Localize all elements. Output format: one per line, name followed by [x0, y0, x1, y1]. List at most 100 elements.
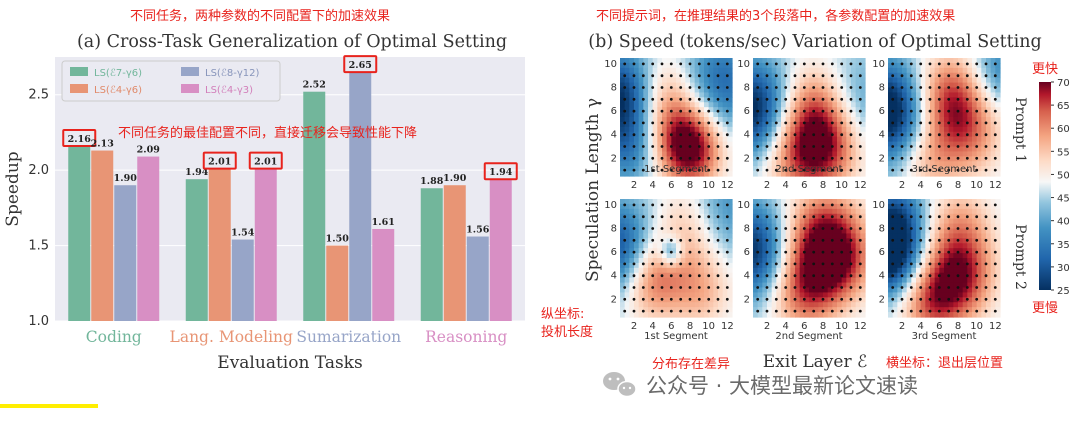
heatmap-cell: [718, 58, 724, 64]
heatmap-cell: [753, 248, 759, 254]
grid-dot: [840, 238, 844, 242]
grid-dot: [802, 74, 806, 78]
heatmap-cell: [827, 136, 833, 143]
grid-dot: [891, 286, 895, 289]
heatmap-cell: [990, 307, 996, 313]
grid-dot: [784, 74, 788, 78]
heatmap-cell: [813, 77, 819, 84]
heatmap-cell: [930, 233, 936, 239]
heatmap-cell: [638, 112, 644, 118]
heatmap-cell: [804, 146, 810, 153]
grid-dot: [956, 133, 960, 137]
heatmap-cell: [832, 307, 838, 313]
heatmap-cell: [934, 272, 940, 279]
heatmap-cell: [753, 141, 759, 148]
grid-dot: [660, 309, 664, 313]
heatmap-cell: [930, 218, 936, 225]
grid-dot: [632, 262, 636, 266]
heatmap-cell: [629, 208, 635, 215]
grid-dot: [641, 74, 645, 78]
heatmap-cell: [648, 199, 654, 205]
grid-dot: [812, 145, 816, 148]
heatmap-cell: [846, 248, 852, 254]
heatmap-cell: [620, 166, 626, 172]
heatmap-cell: [699, 117, 705, 123]
heatmap-cell: [671, 243, 677, 249]
heatmap-cell: [629, 243, 635, 249]
heatmap-cell: [671, 218, 677, 225]
heatmap-cell: [920, 151, 926, 157]
grid-dot: [641, 62, 645, 66]
heatmap-cell: [704, 121, 710, 128]
heatmap-cell: [948, 213, 954, 220]
heatmap-cell: [972, 287, 978, 294]
heatmap-cell: [638, 87, 644, 94]
heatmap-cell: [634, 121, 640, 128]
heatmap-cell: [967, 199, 973, 205]
grid-dot: [975, 86, 979, 89]
heatmap-cell: [897, 203, 903, 210]
heatmap-cell: [690, 62, 696, 69]
heatmap-cell: [851, 77, 857, 84]
heatmap-y-tick: 2: [744, 153, 750, 164]
heatmap-cell: [704, 223, 710, 230]
heatmap-cell: [972, 107, 978, 113]
heatmap-cell: [920, 307, 926, 313]
heatmap-cell: [804, 307, 810, 313]
heatmap-cell: [939, 102, 945, 108]
heatmap-cell: [860, 151, 866, 157]
heatmap-cell: [785, 97, 791, 103]
heatmap-cell: [676, 297, 682, 303]
heatmap-cell: [841, 213, 847, 220]
grid-dot: [975, 133, 979, 137]
grid-dot: [984, 203, 988, 207]
heatmap-cell: [851, 258, 857, 264]
heatmap-cell: [629, 156, 635, 162]
grid-dot: [679, 286, 683, 289]
heatmap-cell: [911, 307, 917, 313]
grid-dot: [697, 203, 701, 207]
heatmap-y-tick: 8: [744, 224, 750, 235]
heatmap-cell: [958, 233, 964, 239]
heatmap-cell: [694, 282, 700, 289]
heatmap-cell: [704, 253, 710, 259]
grid-dot: [891, 97, 895, 101]
heatmap-cell: [753, 126, 759, 133]
heatmap-cell: [860, 243, 866, 249]
heatmap-cell: [846, 72, 852, 79]
grid-dot: [725, 262, 729, 266]
heatmap-cell: [634, 238, 640, 244]
heatmap-cell: [776, 297, 782, 303]
heatmap-cell: [897, 218, 903, 225]
grid-dot: [840, 227, 844, 230]
grid-dot: [623, 168, 627, 172]
heatmap-cell: [860, 121, 866, 128]
heatmap-cell: [925, 102, 931, 108]
heatmap-cell: [851, 199, 857, 205]
heatmap-cell: [888, 82, 894, 89]
heatmap-cell: [722, 272, 728, 279]
heatmap-cell: [930, 117, 936, 123]
grid-dot: [919, 156, 923, 160]
heatmap-cell: [643, 228, 649, 235]
grid-dot: [632, 297, 636, 301]
heatmap-cell: [624, 112, 630, 118]
heatmap-cell: [897, 312, 903, 318]
grid-dot: [975, 297, 979, 301]
heatmap-cell: [860, 141, 866, 148]
heatmap-cell: [939, 203, 945, 210]
heatmap-cell: [809, 146, 815, 153]
heatmap-cell: [855, 208, 861, 215]
heatmap-cell: [841, 156, 847, 162]
grid-dot: [707, 74, 711, 78]
heatmap-cell: [832, 267, 838, 274]
heatmap-cell: [804, 92, 810, 98]
heatmap-cell: [944, 223, 950, 230]
heatmap-cell: [967, 136, 973, 143]
heatmap-cell: [671, 136, 677, 143]
heatmap-cell: [776, 58, 782, 64]
heatmap-cell: [939, 297, 945, 303]
heatmap-cell: [662, 97, 668, 103]
heatmap-cell: [986, 117, 992, 123]
grid-dot: [919, 227, 923, 230]
